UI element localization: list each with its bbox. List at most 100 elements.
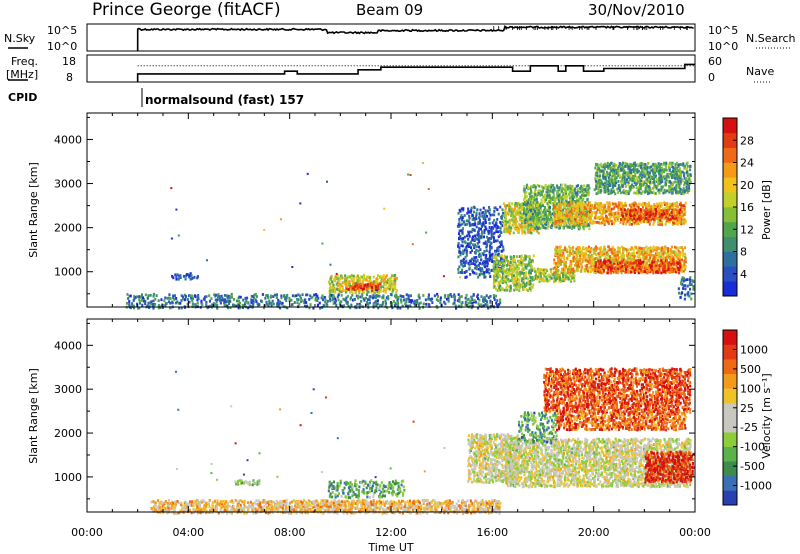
- data-cell: [488, 271, 491, 275]
- data-cell: [681, 206, 684, 210]
- data-cell: [217, 293, 220, 296]
- data-cell: [569, 260, 572, 263]
- data-cell: [633, 217, 636, 221]
- data-cell: [659, 263, 662, 267]
- data-cell: [594, 246, 597, 250]
- data-cell: [470, 306, 473, 310]
- data-cell: [519, 258, 522, 262]
- data-cell: [579, 222, 582, 226]
- data-cell: [627, 164, 630, 168]
- data-cell: [668, 190, 671, 194]
- data-cell: [560, 249, 563, 252]
- data-cell: [629, 174, 632, 178]
- data-cell: [417, 293, 420, 297]
- data-cell: [627, 173, 630, 176]
- data-cell: [467, 232, 470, 236]
- data-cell: [604, 266, 607, 270]
- data-cell: [668, 253, 671, 257]
- data-cell: [625, 192, 628, 196]
- data-cell: [624, 259, 627, 263]
- data-cell: [523, 185, 526, 188]
- data-cell: [640, 247, 643, 250]
- data-cell: [508, 219, 511, 222]
- data-cell: [213, 293, 216, 297]
- data-cell: [500, 261, 503, 264]
- data-cell: [482, 221, 485, 225]
- data-cell: [249, 304, 252, 308]
- data-cell: [655, 214, 658, 218]
- data-cell: [616, 171, 619, 174]
- data-cell: [642, 255, 645, 259]
- data-cell: [589, 266, 592, 270]
- data-cell: [345, 290, 348, 294]
- data-cell: [557, 216, 560, 220]
- data-cell: [682, 251, 685, 255]
- data-cell: [660, 248, 663, 252]
- data-cell: [467, 207, 470, 211]
- data-cell: [531, 197, 534, 201]
- data-cell: [638, 184, 641, 188]
- data-cell: [644, 174, 647, 178]
- data-cell: [632, 202, 635, 206]
- data-cell: [669, 247, 672, 251]
- data-cell: [372, 304, 375, 308]
- data-cell: [184, 298, 187, 301]
- data-cell: [471, 269, 474, 272]
- data-cell: [617, 180, 620, 183]
- data-cell: [538, 273, 541, 276]
- data-cell: [545, 186, 548, 189]
- data-cell: [505, 279, 508, 282]
- data-cell: [679, 190, 682, 193]
- data-cell: [618, 256, 621, 259]
- data-cell: [395, 291, 398, 294]
- data-cell: [601, 268, 604, 271]
- data-cell: [612, 207, 615, 211]
- data-cell: [529, 287, 532, 291]
- data-cell: [652, 270, 655, 274]
- data-cell: [333, 277, 336, 281]
- data-cell: [499, 259, 502, 263]
- data-cell: [660, 185, 663, 189]
- data-cell: [378, 294, 381, 298]
- data-cell: [565, 197, 568, 201]
- data-cell: [570, 212, 573, 216]
- data-cell: [499, 279, 502, 283]
- data-cell: [656, 266, 659, 269]
- data-cell: [644, 257, 647, 260]
- data-cell: [638, 190, 641, 194]
- data-cell: [668, 270, 671, 274]
- data-cell: [291, 294, 294, 298]
- data-cell: [369, 280, 372, 284]
- data-cell: [640, 179, 643, 183]
- data-cell: [603, 252, 606, 256]
- data-cell: [629, 266, 632, 270]
- data-cell: [529, 192, 532, 196]
- data-cell: [527, 223, 530, 227]
- data-cell: [562, 202, 565, 206]
- data-cell: [622, 161, 625, 165]
- data-cell: [536, 225, 539, 229]
- data-cell: [164, 296, 167, 300]
- data-cell: [644, 266, 647, 270]
- data-cell: [540, 226, 543, 230]
- data-cell: [669, 180, 672, 183]
- data-cell: [668, 220, 671, 224]
- data-cell: [604, 184, 607, 188]
- data-cell: [542, 226, 545, 229]
- data-cell: [625, 212, 628, 216]
- data-cell: [345, 296, 348, 300]
- data-cell: [476, 233, 479, 237]
- data-cell: [512, 255, 515, 258]
- data-cell: [609, 180, 612, 183]
- data-cell: [364, 285, 367, 288]
- data-cell: [669, 172, 672, 176]
- data-cell: [677, 174, 680, 177]
- data-cell: [429, 297, 432, 301]
- data-cell: [659, 255, 662, 259]
- data-cell: [468, 214, 471, 218]
- data-cell: [653, 166, 656, 170]
- data-cell: [382, 274, 385, 277]
- data-cell: [606, 186, 609, 190]
- data-cell: [675, 246, 678, 250]
- data-cell: [612, 202, 615, 206]
